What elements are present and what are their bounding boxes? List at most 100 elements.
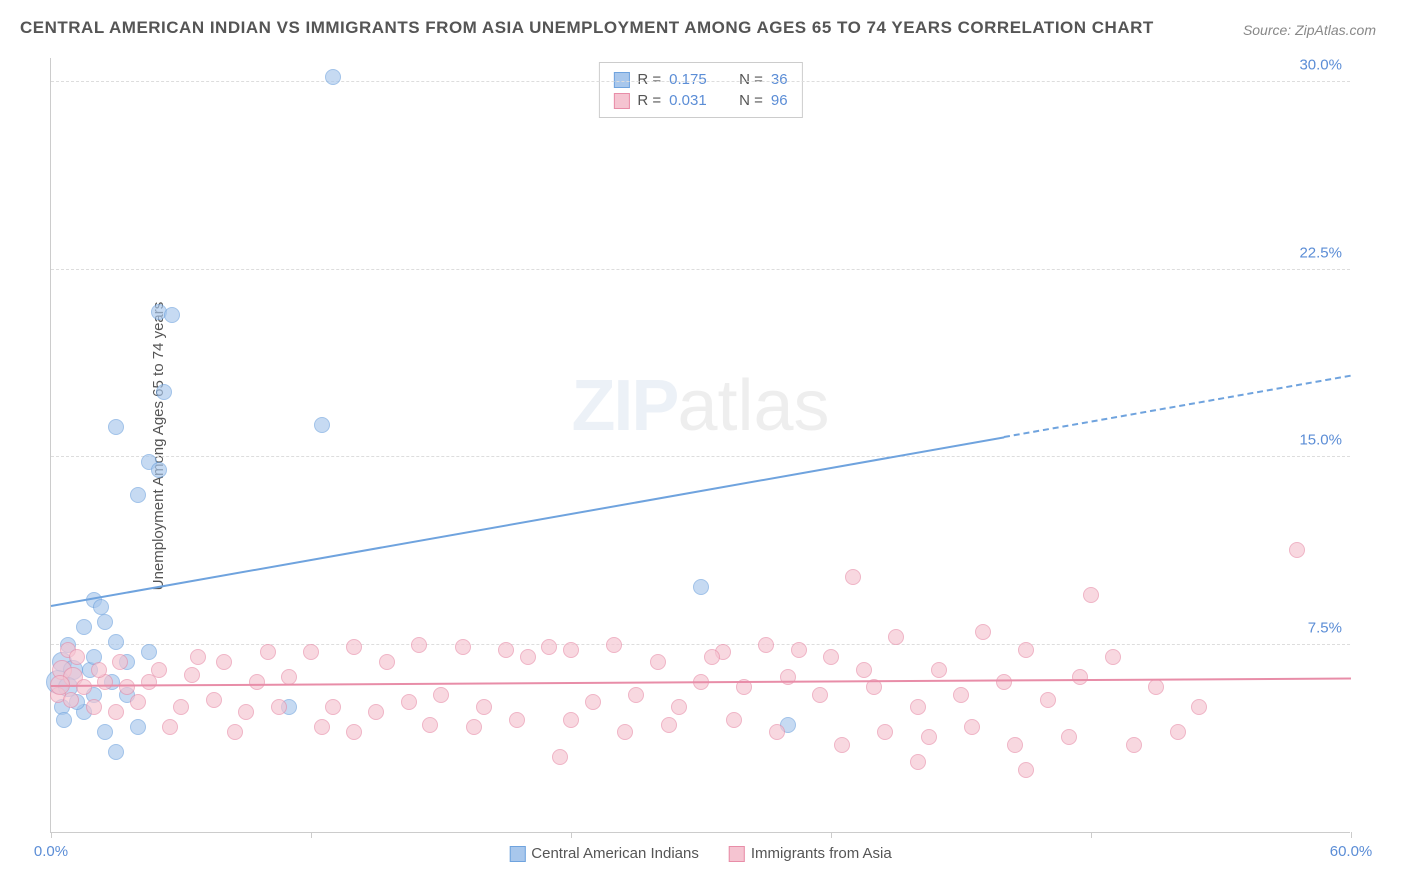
data-point: [910, 754, 926, 770]
data-point: [91, 662, 107, 678]
data-point: [108, 419, 124, 435]
x-tick: [51, 832, 52, 838]
data-point: [726, 712, 742, 728]
data-point: [346, 639, 362, 655]
data-point: [834, 737, 850, 753]
data-point: [1148, 679, 1164, 695]
data-point: [303, 644, 319, 660]
data-point: [97, 724, 113, 740]
gridline: [51, 456, 1350, 457]
data-point: [156, 384, 172, 400]
legend-r-label: R =: [637, 92, 661, 109]
y-tick-label: 7.5%: [1308, 619, 1342, 636]
data-point: [466, 719, 482, 735]
data-point: [563, 642, 579, 658]
data-point: [1083, 587, 1099, 603]
data-point: [1072, 669, 1088, 685]
data-point: [325, 699, 341, 715]
data-point: [758, 637, 774, 653]
x-tick: [571, 832, 572, 838]
x-tick: [1091, 832, 1092, 838]
data-point: [921, 729, 937, 745]
watermark-zip: ZIP: [571, 366, 677, 446]
data-point: [769, 724, 785, 740]
legend-n-value: 36: [771, 71, 788, 88]
data-point: [585, 694, 601, 710]
gridline: [51, 81, 1350, 82]
data-point: [325, 69, 341, 85]
data-point: [704, 649, 720, 665]
data-point: [1018, 762, 1034, 778]
source-label: Source: ZipAtlas.com: [1243, 22, 1376, 38]
data-point: [119, 679, 135, 695]
legend-r-value: 0.031: [669, 92, 719, 109]
x-tick-label: 60.0%: [1330, 843, 1373, 860]
data-point: [227, 724, 243, 740]
data-point: [996, 674, 1012, 690]
data-point: [1105, 649, 1121, 665]
data-point: [455, 639, 471, 655]
data-point: [63, 692, 79, 708]
y-tick-label: 22.5%: [1299, 244, 1342, 261]
data-point: [86, 699, 102, 715]
data-point: [476, 699, 492, 715]
data-point: [888, 629, 904, 645]
data-point: [130, 487, 146, 503]
legend-r-value: 0.175: [669, 71, 719, 88]
data-point: [1018, 642, 1034, 658]
data-point: [661, 717, 677, 733]
data-point: [76, 679, 92, 695]
y-tick-label: 30.0%: [1299, 57, 1342, 74]
data-point: [671, 699, 687, 715]
data-point: [823, 649, 839, 665]
legend-r-label: R =: [637, 71, 661, 88]
data-point: [1040, 692, 1056, 708]
data-point: [379, 654, 395, 670]
watermark-atlas: atlas: [677, 366, 829, 446]
data-point: [433, 687, 449, 703]
legend-stat-row: R =0.031N =96: [613, 90, 787, 111]
data-point: [164, 307, 180, 323]
data-point: [130, 719, 146, 735]
data-point: [108, 744, 124, 760]
data-point: [216, 654, 232, 670]
data-point: [130, 694, 146, 710]
data-point: [97, 614, 113, 630]
data-point: [249, 674, 265, 690]
legend-series: Central American IndiansImmigrants from …: [509, 845, 891, 862]
data-point: [190, 649, 206, 665]
legend-swatch: [509, 846, 525, 862]
data-point: [151, 462, 167, 478]
data-point: [56, 712, 72, 728]
data-point: [401, 694, 417, 710]
data-point: [931, 662, 947, 678]
data-point: [141, 674, 157, 690]
legend-swatch: [613, 72, 629, 88]
data-point: [173, 699, 189, 715]
data-point: [238, 704, 254, 720]
legend-series-item: Immigrants from Asia: [729, 845, 892, 862]
data-point: [69, 649, 85, 665]
data-point: [541, 639, 557, 655]
data-point: [964, 719, 980, 735]
data-point: [1126, 737, 1142, 753]
data-point: [314, 719, 330, 735]
legend-n-value: 96: [771, 92, 788, 109]
data-point: [975, 624, 991, 640]
watermark: ZIPatlas: [571, 365, 829, 447]
data-point: [314, 417, 330, 433]
y-tick-label: 15.0%: [1299, 432, 1342, 449]
trend-line: [51, 436, 1005, 607]
data-point: [628, 687, 644, 703]
data-point: [346, 724, 362, 740]
data-point: [552, 749, 568, 765]
data-point: [509, 712, 525, 728]
data-point: [108, 704, 124, 720]
data-point: [910, 699, 926, 715]
data-point: [1289, 542, 1305, 558]
data-point: [422, 717, 438, 733]
legend-series-name: Immigrants from Asia: [751, 845, 892, 862]
data-point: [411, 637, 427, 653]
data-point: [184, 667, 200, 683]
data-point: [1170, 724, 1186, 740]
